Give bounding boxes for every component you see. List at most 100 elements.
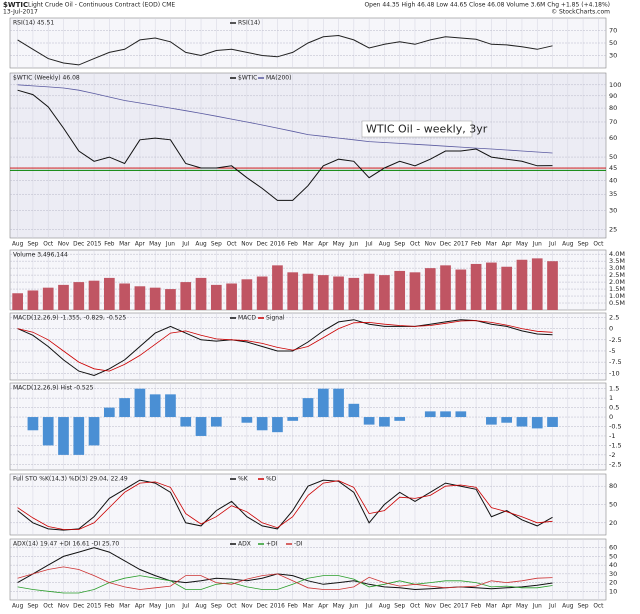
x-tick-label: Mar: [303, 242, 315, 248]
x-tick-label: Oct: [227, 604, 238, 610]
bar: [103, 277, 115, 310]
bar: [73, 417, 85, 455]
bar: [547, 417, 558, 427]
x-tick-label: Feb: [104, 604, 115, 610]
bar: [531, 417, 543, 429]
y-tick-label: 50: [609, 552, 617, 560]
instrument-name: Light Crude Oil - Continuous Contract (E…: [28, 2, 175, 9]
bar: [103, 407, 115, 418]
legend-label: MA(200): [266, 75, 291, 82]
bar: [440, 265, 451, 310]
legend-label: $WTIC: [238, 75, 257, 82]
bar: [134, 286, 146, 310]
bar: [195, 277, 207, 310]
x-tick-label: May: [516, 604, 529, 610]
y-tick-label: 80: [609, 104, 617, 112]
x-tick-label: Aug: [562, 604, 574, 610]
x-tick-label: Jun: [165, 604, 175, 610]
panel-title: ADX(14) 19.47 +DI 16.61 -DI 25.70: [13, 541, 119, 548]
x-tick-label: May: [516, 242, 529, 248]
y-tick-label: 80: [609, 482, 617, 490]
legend-label: ADX: [238, 541, 251, 548]
bar: [317, 388, 329, 418]
bar: [165, 289, 176, 310]
bar: [531, 258, 543, 310]
x-tick-label: Apr: [135, 242, 146, 248]
legend-label: %K: [238, 476, 249, 483]
annotation: WTIC Oil - weekly, 3yr: [366, 123, 488, 136]
bar: [119, 398, 130, 418]
series-line: [17, 320, 553, 372]
x-tick-label: Dec: [73, 604, 84, 610]
x-tick-label: 2015: [87, 604, 102, 610]
series-line: [17, 34, 553, 66]
x-tick-label: Mar: [119, 604, 131, 610]
x-tick-label: 2017: [453, 242, 468, 248]
x-tick-label: Aug: [379, 242, 391, 248]
x-tick-label: Oct: [43, 604, 54, 610]
bar: [455, 269, 467, 310]
y-tick-label: 50: [609, 39, 617, 47]
x-tick-label: Jul: [181, 242, 189, 248]
bar: [501, 417, 513, 423]
x-tick-label: May: [149, 242, 162, 248]
y-tick-label: 1.5: [609, 385, 619, 393]
x-tick-label: May: [333, 242, 346, 248]
y-tick-label: 2.5M: [609, 271, 625, 279]
y-tick-label: -7.5: [609, 358, 622, 366]
y-tick-label: 2.0M: [609, 278, 625, 286]
bar: [88, 417, 100, 446]
y-tick-label: -0.5: [609, 423, 622, 431]
x-tick-label: Jun: [165, 242, 175, 248]
x-tick-label: Dec: [257, 604, 268, 610]
series-line: [17, 84, 553, 154]
x-tick-label: Jul: [365, 242, 373, 248]
bar: [241, 417, 253, 423]
bar: [165, 394, 176, 418]
x-tick-label: Sep: [211, 242, 222, 248]
x-tick-label: Aug: [12, 604, 24, 610]
brand: © StockCharts.com: [551, 9, 610, 16]
y-tick-label: 70: [609, 27, 617, 35]
x-tick-label: Feb: [288, 242, 299, 248]
bar: [516, 259, 528, 310]
bar: [119, 283, 130, 310]
x-tick-label: Aug: [195, 242, 207, 248]
bar: [409, 272, 421, 310]
series-line: [17, 89, 553, 201]
bar: [226, 283, 237, 310]
y-tick-label: 25: [609, 225, 617, 233]
y-tick-label: 10: [609, 587, 617, 595]
bar: [27, 417, 39, 431]
y-tick-label: 40: [609, 176, 617, 184]
x-tick-label: Feb: [471, 242, 482, 248]
x-tick-label: Jul: [548, 604, 556, 610]
x-tick-label: Oct: [593, 604, 604, 610]
bar: [58, 284, 69, 310]
bar: [440, 411, 451, 418]
x-tick-label: Aug: [12, 242, 24, 248]
bar: [27, 290, 39, 310]
y-tick-label: 50: [609, 501, 617, 509]
bar: [149, 287, 161, 310]
y-tick-label: 30: [609, 52, 617, 60]
bar: [256, 276, 268, 310]
bar: [302, 273, 314, 310]
y-tick-label: 60: [609, 544, 617, 552]
series-line: [17, 480, 553, 530]
panel-title: MACD(12,26,9) -1.355, -0.829, -0.525: [13, 315, 126, 322]
bar: [195, 417, 207, 436]
y-tick-label: 100: [609, 81, 621, 89]
y-tick-label: 2.5: [609, 313, 619, 321]
x-tick-label: Oct: [410, 604, 421, 610]
legend-label: Signal: [266, 315, 285, 322]
x-tick-label: Oct: [593, 242, 604, 248]
series-line: [17, 575, 553, 594]
legend-label: %D: [266, 476, 277, 483]
bar: [486, 417, 497, 425]
y-tick-label: 35: [609, 190, 617, 198]
x-tick-label: Oct: [227, 242, 238, 248]
bar: [333, 276, 344, 310]
panel-title: $WTIC (Weekly) 46.08: [13, 75, 80, 82]
